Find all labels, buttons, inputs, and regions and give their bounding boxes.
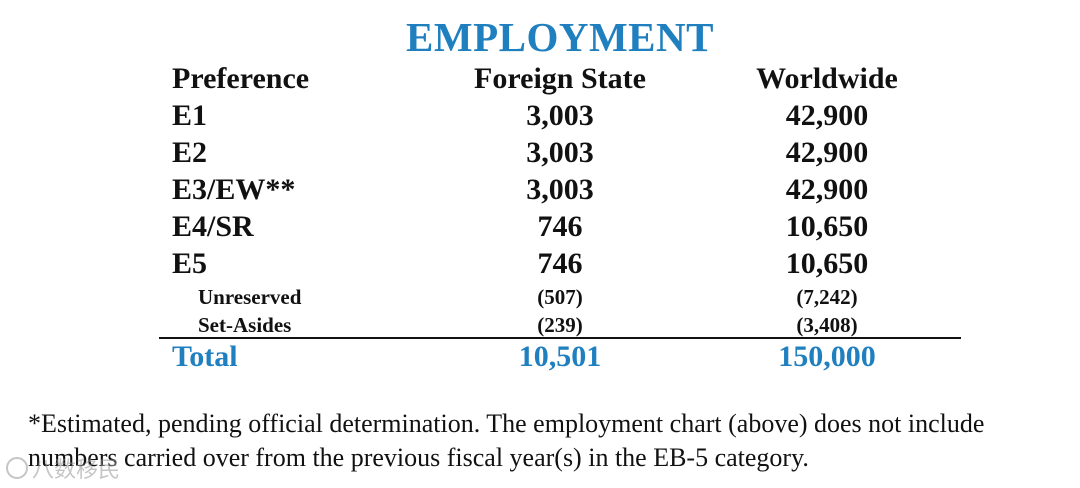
row-label: E1 (172, 99, 208, 132)
sub-row-label: Set-Asides (198, 313, 292, 337)
footnote: *Estimated, pending official determinati… (28, 407, 1068, 475)
row-worldwide-value: 42,900 (785, 136, 869, 169)
row-foreign-state-value: 746 (537, 210, 583, 243)
row-label: E2 (172, 136, 208, 169)
row-worldwide-value: 42,900 (785, 99, 869, 132)
sub-row-worldwide-value: (7,242) (796, 285, 858, 309)
total-divider (159, 337, 961, 339)
sub-row-foreign-state-value: (507) (537, 285, 583, 309)
watermark-text: 八数移民 (32, 458, 121, 483)
row-worldwide-value: 10,650 (785, 247, 869, 280)
row-worldwide-value: 42,900 (785, 173, 869, 206)
column-header-preference: Preference (172, 62, 310, 95)
sub-row-worldwide-value: (3,408) (796, 313, 858, 337)
watermark-logo-icon (6, 457, 28, 479)
row-label: E5 (172, 247, 208, 280)
column-header-foreign-state: Foreign State (474, 62, 646, 95)
sub-row-label: Unreserved (198, 285, 302, 309)
row-foreign-state-value: 3,003 (526, 99, 594, 132)
total-label: Total (172, 340, 238, 373)
column-header-worldwide: Worldwide (756, 62, 898, 95)
footnote-line-2: numbers carried over from the previous f… (28, 443, 809, 472)
total-foreign-state-value: 10,501 (518, 340, 602, 373)
sub-row-foreign-state-value: (239) (537, 313, 583, 337)
row-foreign-state-value: 746 (537, 247, 583, 280)
total-worldwide-value: 150,000 (778, 340, 876, 373)
page-title: EMPLOYMENT (406, 14, 714, 60)
row-foreign-state-value: 3,003 (526, 136, 594, 169)
footnote-line-1: *Estimated, pending official determinati… (28, 409, 985, 438)
row-label: E4/SR (172, 210, 254, 243)
watermark: 八数移民 (6, 452, 120, 484)
row-foreign-state-value: 3,003 (526, 173, 594, 206)
row-worldwide-value: 10,650 (785, 210, 869, 243)
row-label: E3/EW** (172, 173, 296, 206)
